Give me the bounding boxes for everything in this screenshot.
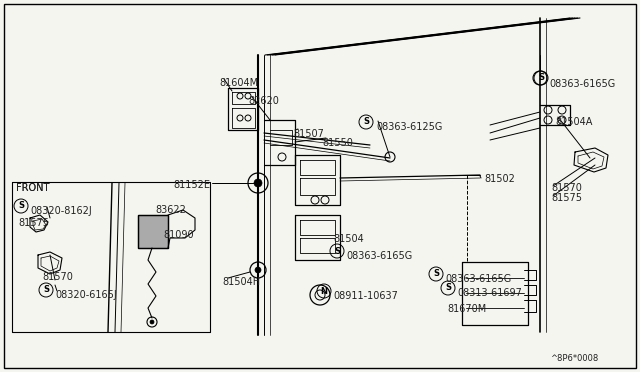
- Circle shape: [254, 179, 262, 187]
- Text: 81604M: 81604M: [219, 78, 258, 88]
- Text: 81570: 81570: [42, 272, 73, 282]
- Bar: [138, 215, 168, 248]
- Text: ^8P6*0008: ^8P6*0008: [550, 354, 598, 363]
- Text: N: N: [321, 286, 328, 295]
- Text: 82620: 82620: [248, 96, 279, 106]
- Text: 81152E: 81152E: [173, 180, 210, 190]
- Text: S: S: [433, 269, 439, 279]
- Text: 81570: 81570: [551, 183, 582, 193]
- Text: S: S: [538, 74, 544, 83]
- Text: 81575: 81575: [18, 218, 49, 228]
- Text: 08313-61697: 08313-61697: [457, 288, 522, 298]
- Text: 81502: 81502: [484, 174, 515, 184]
- Text: 08911-10637: 08911-10637: [333, 291, 398, 301]
- Text: S: S: [363, 118, 369, 126]
- Text: S: S: [445, 283, 451, 292]
- Text: 83622: 83622: [155, 205, 186, 215]
- Circle shape: [255, 267, 261, 273]
- Text: S: S: [334, 247, 340, 256]
- Text: FRONT: FRONT: [16, 183, 49, 193]
- Text: 08363-6165G: 08363-6165G: [445, 274, 511, 284]
- Text: 08363-6165G: 08363-6165G: [549, 79, 615, 89]
- Text: 81507: 81507: [293, 129, 324, 139]
- Text: 81670M: 81670M: [447, 304, 486, 314]
- Text: 81504H: 81504H: [222, 277, 260, 287]
- Text: 81575: 81575: [551, 193, 582, 203]
- Text: 08320-8162J: 08320-8162J: [30, 206, 92, 216]
- Circle shape: [150, 320, 154, 324]
- Text: 81504A: 81504A: [555, 117, 593, 127]
- Text: 81090: 81090: [163, 230, 194, 240]
- Text: 08363-6165G: 08363-6165G: [346, 251, 412, 261]
- Text: 08320-6165J: 08320-6165J: [55, 290, 116, 300]
- Text: 08363-6125G: 08363-6125G: [376, 122, 442, 132]
- Bar: [138, 215, 168, 248]
- Text: FRONT: FRONT: [16, 183, 49, 193]
- Text: S: S: [18, 202, 24, 211]
- Text: 81504: 81504: [333, 234, 364, 244]
- Text: S: S: [43, 285, 49, 295]
- Text: 81550: 81550: [322, 138, 353, 148]
